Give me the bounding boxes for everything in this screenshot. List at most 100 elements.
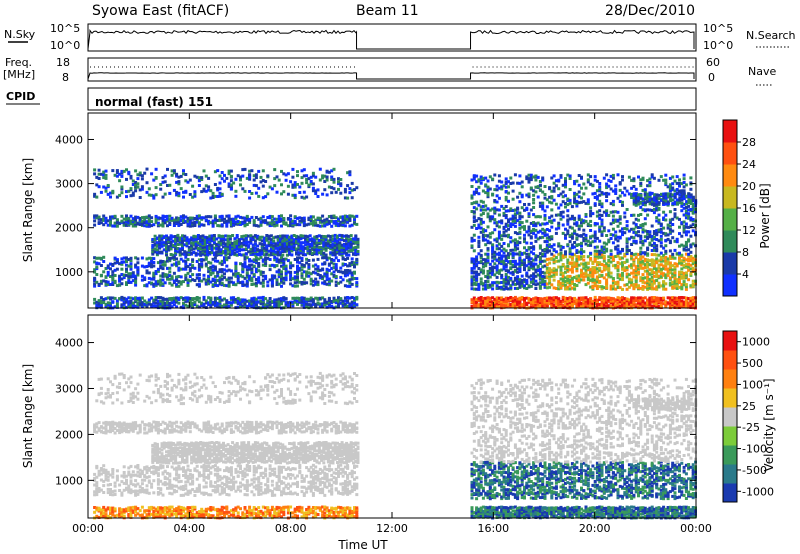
heatmap-cell xyxy=(320,241,324,245)
heatmap-cell xyxy=(580,234,583,238)
heatmap-cell xyxy=(570,261,574,265)
heatmap-cell xyxy=(355,284,359,288)
heatmap-cell xyxy=(238,249,241,253)
heatmap-cell xyxy=(207,270,211,274)
heatmap-cell xyxy=(536,269,540,272)
heatmap-cell xyxy=(500,296,504,300)
heatmap-cell xyxy=(559,254,563,258)
heatmap-cell xyxy=(239,215,242,219)
heatmap-cell xyxy=(249,241,253,245)
heatmap-cell xyxy=(625,275,629,279)
heatmap-cell xyxy=(609,237,613,240)
heatmap-cell xyxy=(154,272,158,276)
heatmap-cell xyxy=(538,276,542,280)
heatmap-cell xyxy=(273,184,277,188)
heatmap-cell xyxy=(134,183,138,187)
heatmap-cell xyxy=(156,304,160,308)
heatmap-cell xyxy=(305,302,309,306)
heatmap-cell xyxy=(257,279,261,283)
heatmap-cell xyxy=(245,214,249,218)
heatmap-cell xyxy=(170,216,174,220)
heatmap-cell xyxy=(350,271,354,275)
heatmap-cell xyxy=(497,253,501,257)
heatmap-cell xyxy=(280,264,283,268)
heatmap-cell xyxy=(650,268,654,272)
heatmap-cell xyxy=(296,258,299,262)
heatmap-cell xyxy=(138,171,142,175)
heatmap-cell xyxy=(197,279,201,283)
heatmap-cell xyxy=(323,282,327,286)
heatmap-cell xyxy=(147,276,151,280)
heatmap-cell xyxy=(257,296,261,300)
heatmap-cell xyxy=(111,224,115,228)
freq-tick-bottom: 8 xyxy=(62,71,69,84)
heatmap-cell xyxy=(200,178,204,181)
heatmap-cell xyxy=(284,302,288,306)
heatmap-cell xyxy=(122,223,126,227)
heatmap-cell xyxy=(172,257,176,261)
heatmap-cell xyxy=(513,265,517,269)
heatmap-cell xyxy=(326,234,330,238)
heatmap-cell xyxy=(296,216,299,220)
heatmap-cell xyxy=(582,300,586,303)
heatmap-cell xyxy=(145,305,149,309)
heatmap-cell xyxy=(152,257,156,261)
heatmap-cell xyxy=(584,273,588,277)
heatmap-cell xyxy=(627,280,631,284)
heatmap-cell xyxy=(202,258,206,262)
heatmap-cell xyxy=(352,246,355,250)
heatmap-cell xyxy=(507,218,510,222)
heatmap-cell xyxy=(223,272,226,276)
heatmap-cell xyxy=(238,242,241,246)
heatmap-cell xyxy=(253,253,257,257)
heatmap-cell xyxy=(577,224,581,228)
heatmap-cell xyxy=(306,241,310,245)
heatmap-cell xyxy=(659,256,663,259)
heatmap-cell xyxy=(261,281,265,285)
heatmap-cell xyxy=(327,185,331,189)
heatmap-cell xyxy=(213,301,217,305)
heatmap-cell xyxy=(158,234,162,238)
heatmap-cell xyxy=(337,180,340,184)
heatmap-cell xyxy=(213,256,217,260)
heatmap-cell xyxy=(534,274,538,278)
heatmap-cell xyxy=(195,217,199,221)
heatmap-cell xyxy=(493,208,497,212)
heatmap-cell xyxy=(115,195,119,199)
heatmap-cell xyxy=(307,303,311,307)
heatmap-cell xyxy=(564,265,567,269)
heatmap-cell xyxy=(602,268,606,272)
heatmap-cell xyxy=(564,296,567,300)
heatmap-cell xyxy=(283,249,287,253)
heatmap-cell xyxy=(95,256,99,260)
heatmap-cell xyxy=(354,250,358,254)
heatmap-cell xyxy=(234,267,238,271)
heatmap-cell xyxy=(191,264,195,268)
heatmap-cell xyxy=(241,263,245,267)
heatmap-cell xyxy=(323,224,327,228)
heatmap-cell xyxy=(220,298,224,302)
heatmap-cell xyxy=(203,245,207,249)
heatmap-cell xyxy=(209,215,213,219)
heatmap-cell xyxy=(648,299,652,303)
heatmap-cell xyxy=(197,265,201,269)
heatmap-cell xyxy=(206,245,210,248)
heatmap-cell xyxy=(346,299,350,303)
heatmap-cell xyxy=(559,213,563,217)
heatmap-cell xyxy=(290,242,294,246)
heatmap-cell xyxy=(662,264,666,268)
heatmap-cell xyxy=(552,303,556,307)
heatmap-cell xyxy=(299,249,303,252)
heatmap-cell xyxy=(545,233,549,237)
heatmap-cell xyxy=(175,305,179,309)
heatmap-cell xyxy=(591,299,595,303)
heatmap-cell xyxy=(577,243,581,247)
heatmap-cell xyxy=(491,300,495,304)
heatmap-cell xyxy=(609,249,613,253)
heatmap-cell xyxy=(680,270,684,274)
heatmap-cell xyxy=(666,271,670,275)
heatmap-cell xyxy=(99,221,103,225)
heatmap-cell xyxy=(324,245,328,249)
heatmap-cell xyxy=(162,241,166,245)
heatmap-cell xyxy=(507,227,510,231)
